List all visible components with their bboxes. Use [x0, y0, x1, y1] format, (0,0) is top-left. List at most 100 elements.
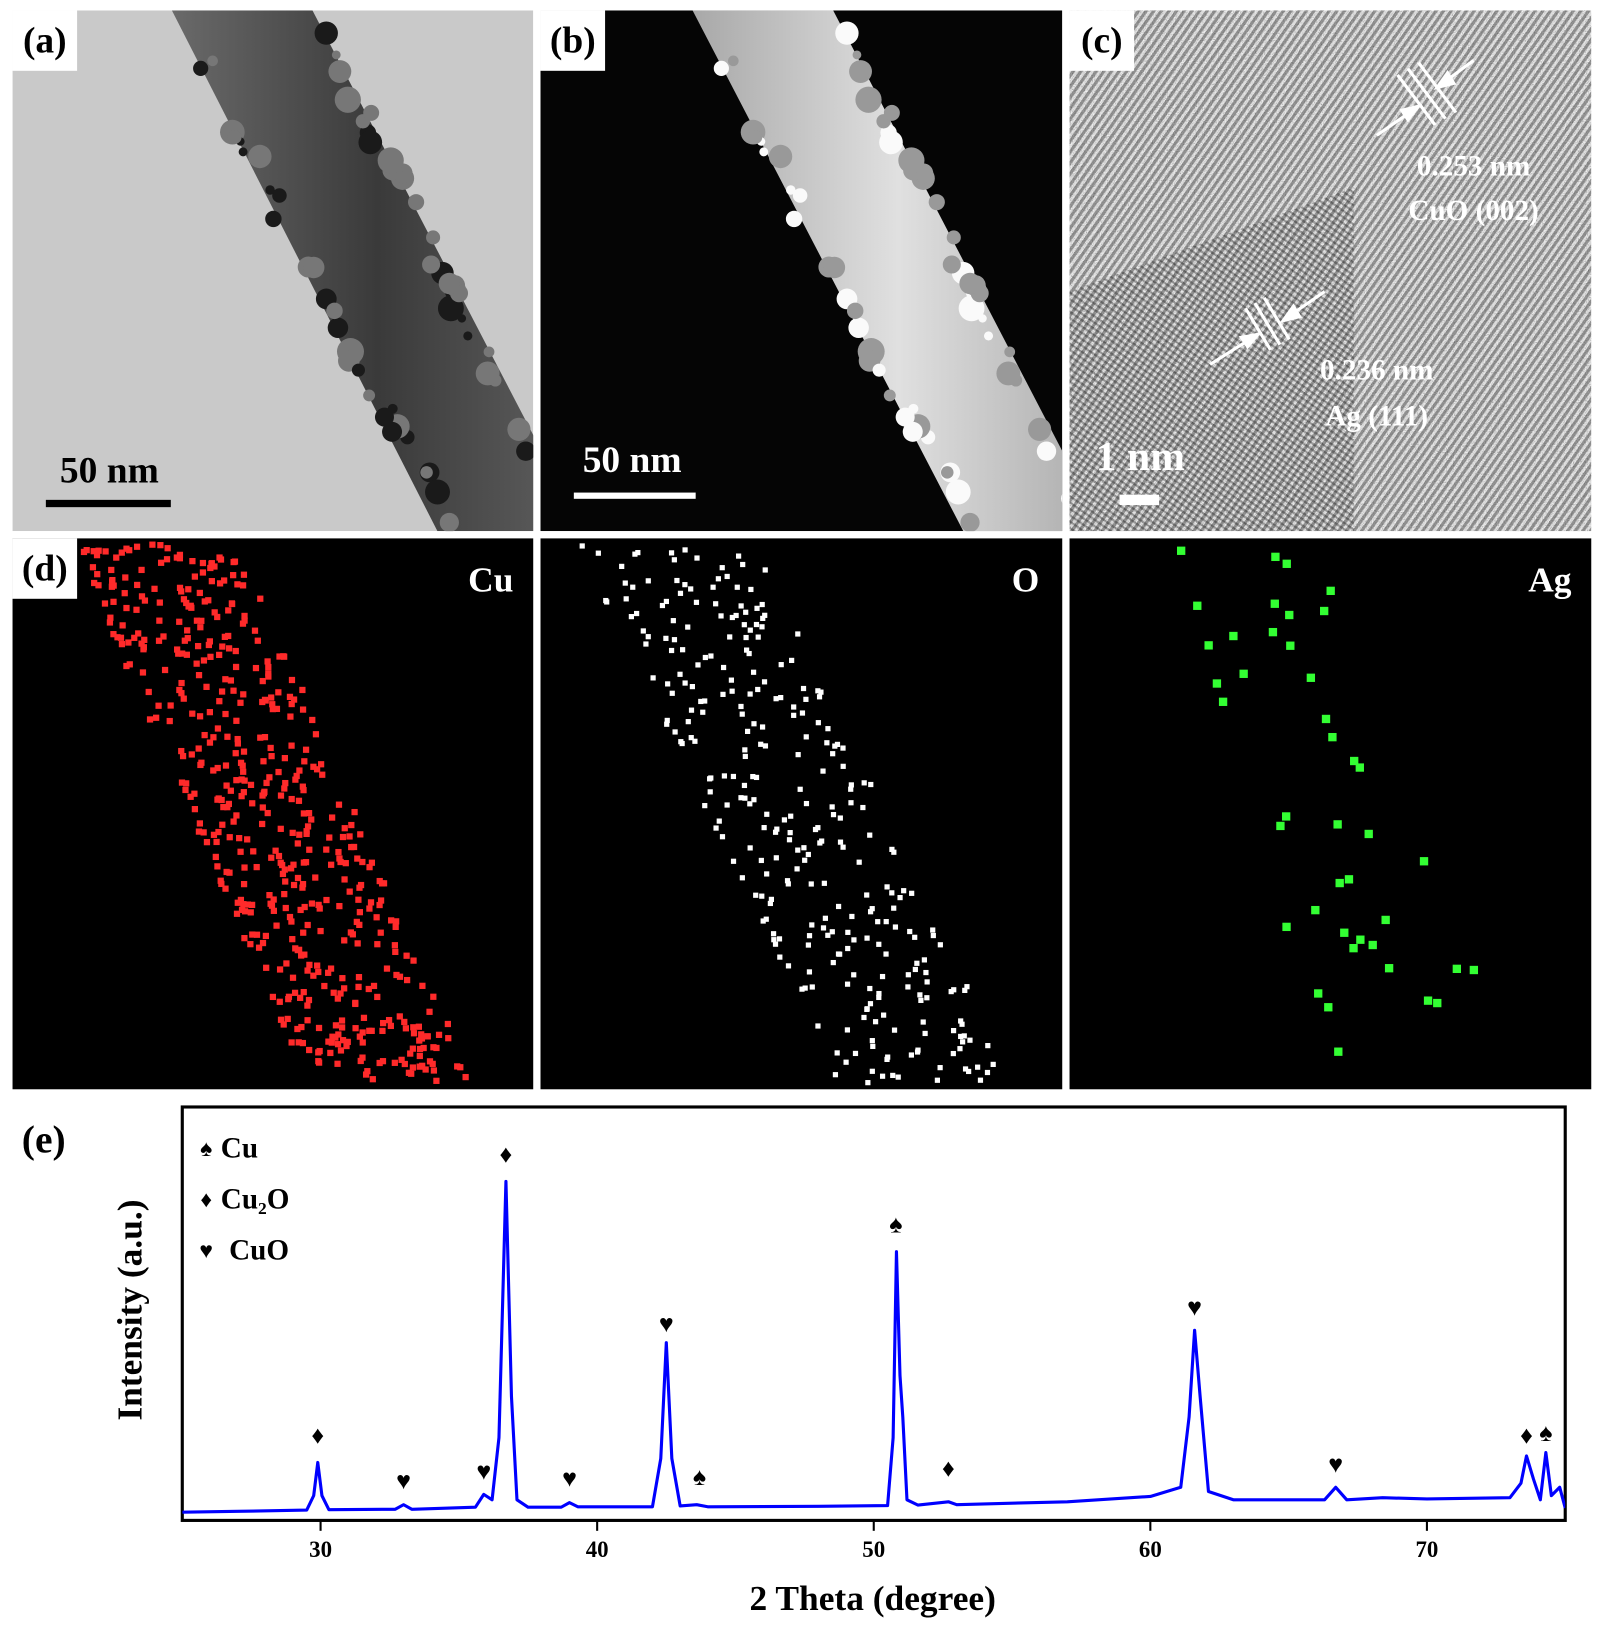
eds-dot [958, 1033, 964, 1040]
eds-dot [299, 884, 306, 891]
eds-dot [269, 701, 276, 708]
eds-dot [702, 698, 708, 704]
eds-dot [268, 854, 275, 861]
eds-dot [645, 634, 651, 640]
eds-dot [763, 916, 769, 922]
eds-dot [194, 642, 202, 650]
eds-dot [195, 745, 202, 752]
eds-dot [868, 781, 874, 788]
eds-dot [401, 1060, 408, 1068]
eds-dot [379, 1058, 387, 1065]
eds-dot [108, 583, 115, 590]
eds-dot [918, 997, 924, 1003]
eds-dot [392, 923, 399, 931]
eds-dot [739, 875, 745, 881]
eds-dot [1212, 679, 1222, 688]
eds-dot [220, 803, 227, 811]
legend-label: CuO [229, 1234, 289, 1266]
nanoparticle [422, 255, 441, 274]
nanoparticle [303, 256, 325, 279]
eds-dot [332, 1034, 339, 1041]
eds-dot [719, 565, 725, 571]
eds-dot [263, 779, 270, 787]
eds-dot [356, 909, 363, 916]
eds-dot [396, 1013, 403, 1020]
eds-dot [149, 541, 156, 548]
eds-dot [777, 954, 783, 960]
nanoparticle [713, 60, 729, 76]
eds-dot [141, 597, 149, 604]
eds-dot [107, 614, 114, 621]
eds-dot [241, 864, 248, 871]
nanoparticle [872, 363, 886, 377]
eds-dot [198, 617, 205, 624]
eds-dot [210, 767, 217, 774]
eds-dot [157, 559, 165, 566]
eds-dot [1356, 935, 1365, 944]
peak-marker: ♠ [889, 1212, 902, 1239]
eds-dot [398, 1056, 405, 1063]
eds-dot [663, 598, 669, 605]
eds-dot [260, 758, 267, 765]
eds-dot [313, 766, 321, 773]
eds-dot [299, 706, 307, 713]
eds-dot [1239, 669, 1248, 678]
eds-dot [682, 680, 688, 686]
eds-dot [176, 686, 183, 694]
eds-dot [110, 631, 117, 638]
eds-dot [250, 848, 257, 855]
eds-dot [391, 1059, 398, 1066]
eds-dot [795, 847, 801, 853]
eds-dot [237, 699, 244, 706]
eds-dot [778, 694, 784, 701]
x-tick-label: 70 [1415, 1537, 1438, 1562]
eds-dot [914, 960, 920, 966]
eds-dot [822, 915, 828, 921]
eds-dot [283, 960, 290, 967]
eds-dot [754, 605, 760, 611]
nanoparticle [327, 317, 349, 339]
eds-dot [328, 861, 335, 868]
eds-dot [409, 1045, 416, 1052]
eds-dot [806, 933, 813, 939]
eds-dot [319, 771, 326, 778]
scale-bar [1119, 494, 1160, 506]
eds-dot [291, 989, 299, 996]
eds-dot [867, 832, 873, 838]
eds-dot [259, 698, 266, 706]
eds-dot [812, 826, 819, 833]
eds-dot [922, 1030, 928, 1037]
eds-dot [214, 863, 221, 870]
eds-dot [237, 848, 244, 855]
eds-dot [891, 849, 897, 855]
eds-dot [343, 1042, 350, 1050]
eds-dot [356, 1033, 363, 1040]
eds-dot [444, 1020, 451, 1028]
eds-dot [341, 876, 348, 883]
eds-dot [325, 1038, 332, 1045]
eds-dot [334, 1060, 341, 1067]
eds-dot [837, 839, 844, 845]
eds-dot [664, 717, 670, 724]
eds-dot [277, 1016, 285, 1023]
eds-dot [200, 829, 207, 836]
eds-dot [755, 634, 761, 640]
eds-dot [279, 870, 287, 878]
eds-dot [241, 908, 249, 915]
eds-dot [861, 780, 867, 786]
eds-dot [225, 607, 232, 614]
eds-dot [301, 951, 308, 958]
legend-label: Cu₂O [221, 1183, 290, 1215]
nanoparticle [852, 50, 862, 60]
eds-dot [1321, 714, 1331, 724]
eds-dot [336, 902, 343, 910]
eds-dot [768, 896, 775, 902]
eds-dot [864, 935, 870, 941]
eds-dot [728, 677, 735, 683]
eds-dot [156, 617, 163, 624]
eds-dot [265, 670, 272, 677]
peak-marker: ♥ [476, 1458, 491, 1485]
eds-dot [937, 1065, 943, 1071]
eds-dot [744, 728, 751, 734]
eds-dot [247, 909, 254, 916]
